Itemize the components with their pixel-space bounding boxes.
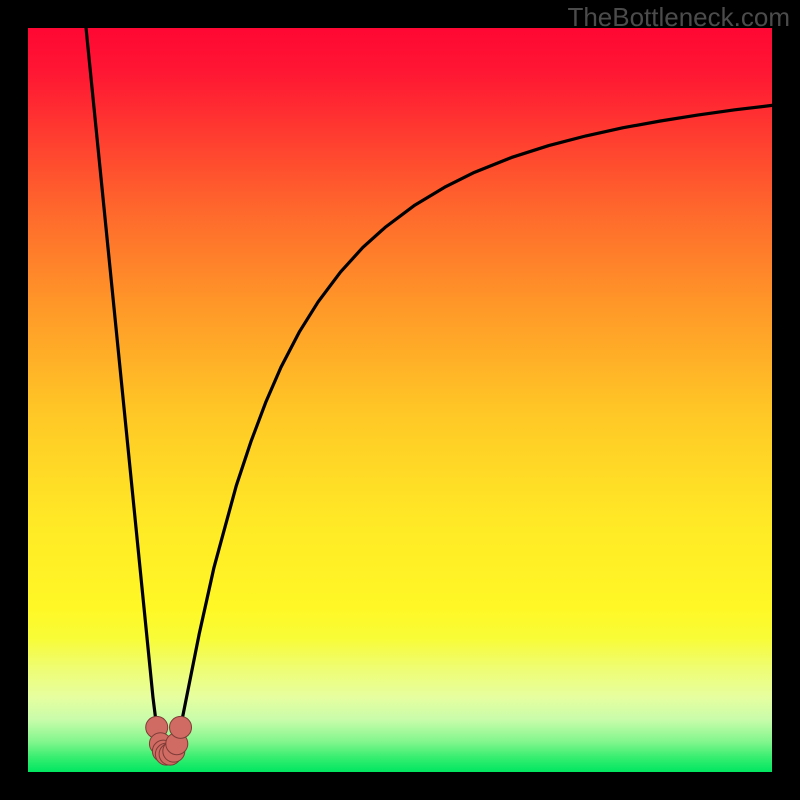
marker-dot [170, 716, 192, 738]
bottleneck-chart [0, 0, 800, 800]
watermark-text: TheBottleneck.com [567, 2, 790, 33]
chart-frame: TheBottleneck.com [0, 0, 800, 800]
plot-background [28, 28, 772, 772]
